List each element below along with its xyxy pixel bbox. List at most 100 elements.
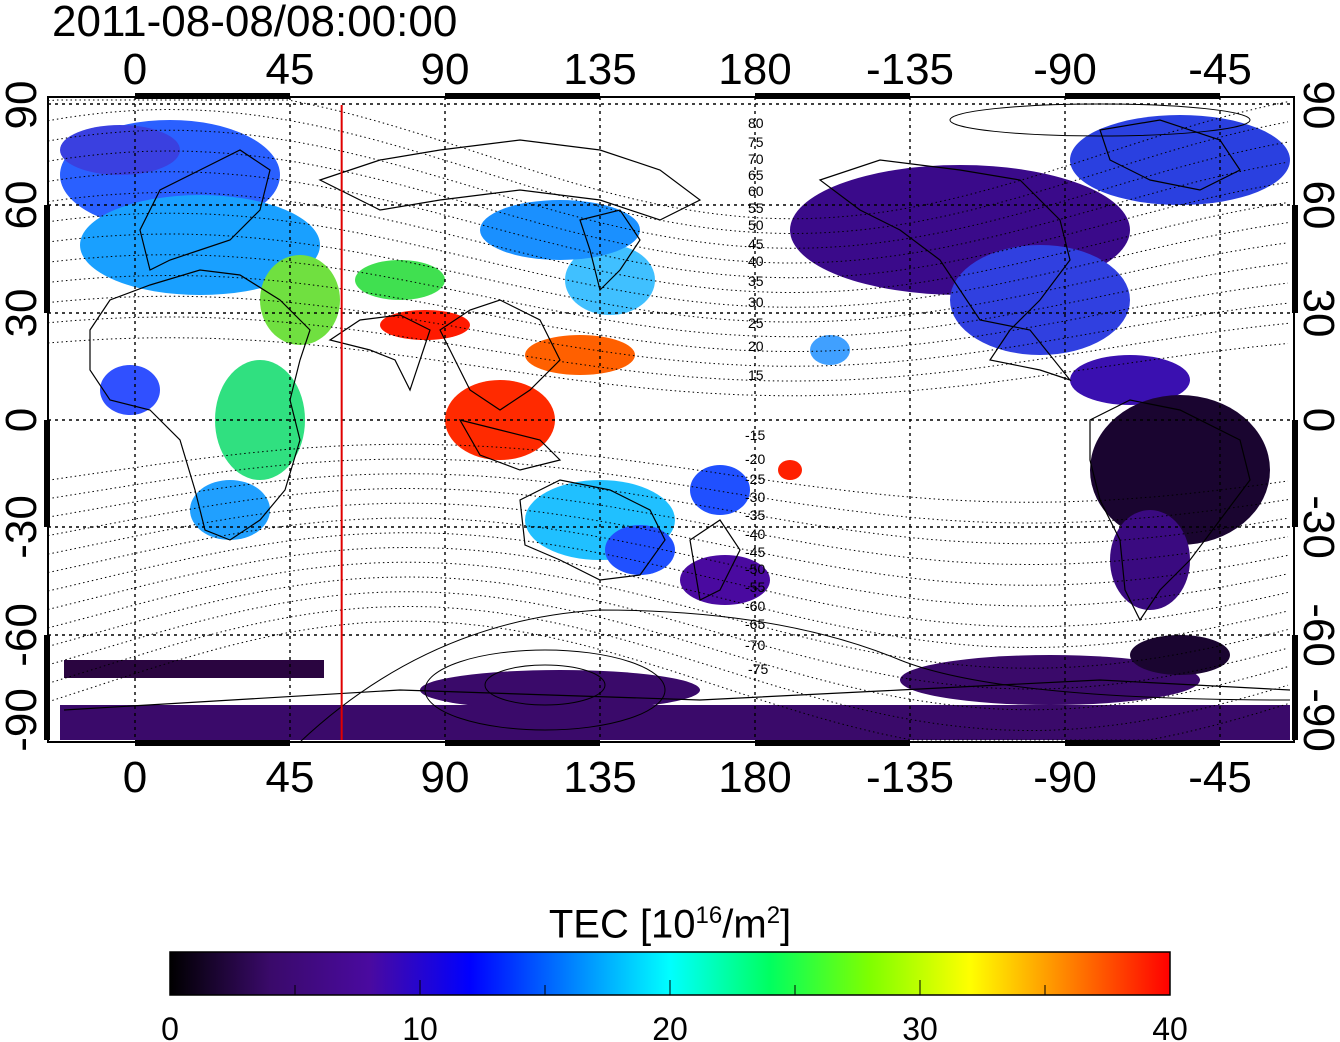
magnetic-contour-line [47, 576, 1289, 690]
contour-label: 65 [748, 167, 764, 183]
contour-label: -45 [745, 544, 765, 560]
contour-label: -25 [745, 471, 765, 487]
colorbar-title: TEC [1016/m2] [0, 894, 1340, 946]
bottom-lon-labels: 0 45 90 135 180 -135 -90 -45 [123, 753, 1252, 802]
colorbar-tick-label: 40 [1152, 1011, 1188, 1042]
contour-label: -40 [745, 526, 765, 542]
colorbar-tick-label: 0 [161, 1011, 179, 1042]
bottom-lon-label: -90 [1033, 753, 1097, 802]
contour-label: 40 [748, 253, 764, 269]
magnetic-contour-line [47, 129, 1289, 249]
bottom-lon-label: 135 [563, 753, 636, 802]
right-lat-labels: 90 60 30 0 -30 -60 -90 [1294, 81, 1340, 752]
magnetic-contour-line [47, 561, 1289, 669]
colorbar-title-unit-exponent: 2 [766, 902, 781, 929]
contour-label: 20 [748, 338, 764, 354]
contour-label: -70 [745, 637, 765, 653]
colorbar-title-prefix: TEC [10 [548, 902, 696, 947]
map-grid [48, 97, 1294, 742]
top-lon-label: 135 [563, 45, 636, 94]
right-lat-label: 30 [1294, 289, 1340, 338]
contour-label: -60 [745, 598, 765, 614]
right-lat-label: 0 [1294, 408, 1340, 432]
top-lon-label: -135 [866, 45, 954, 94]
left-lat-label: 0 [0, 408, 46, 432]
magnetic-contour-line [47, 488, 1289, 565]
magnetic-contour-line [47, 212, 1289, 308]
magnetic-contour-line [47, 108, 1289, 234]
tec-data-layer [60, 115, 1290, 740]
magnetic-contour-line [47, 150, 1289, 264]
bottom-lon-label: 0 [123, 753, 147, 802]
contour-label: 35 [748, 273, 764, 289]
contour-label: -35 [745, 507, 765, 523]
right-lat-label: 60 [1294, 181, 1340, 230]
colorbar-title-suffix: ] [780, 902, 792, 947]
contour-labels-south: -15 -20 -25 -30 -35 -40 -45 -50 -55 -60 … [745, 427, 768, 677]
magnetic-contour-line [47, 171, 1289, 279]
top-lon-label: -90 [1033, 45, 1097, 94]
magnetic-contour-line [47, 295, 1289, 367]
right-lat-label: -60 [1294, 603, 1340, 667]
top-lon-label: 45 [266, 45, 315, 94]
contour-label: 55 [748, 200, 764, 216]
border-ticks [44, 93, 1298, 746]
plot-frame [47, 96, 1295, 743]
right-lat-label: -90 [1294, 688, 1340, 752]
left-lat-labels: 90 60 30 0 -30 -60 -90 [0, 81, 46, 752]
contour-label: 70 [748, 151, 764, 167]
bottom-lon-label: -45 [1188, 753, 1252, 802]
left-lat-label: -60 [0, 603, 46, 667]
colorbar-tick-label: 10 [402, 1011, 438, 1042]
magnetic-contour-line [47, 502, 1289, 586]
contour-label: -55 [745, 579, 765, 595]
contour-label: -75 [748, 661, 768, 677]
contour-labels-north: 80 75 70 65 60 55 50 45 40 35 30 25 20 1… [748, 115, 764, 383]
magnetic-contour-line [47, 458, 1289, 524]
right-lat-label: 90 [1294, 81, 1340, 130]
contour-label: 75 [748, 134, 764, 150]
magnetic-contours [47, 99, 1289, 741]
bottom-lon-label: 180 [718, 753, 791, 802]
top-lon-label: 0 [123, 45, 147, 94]
left-lat-label: 90 [0, 81, 46, 130]
contour-label: 25 [748, 315, 764, 331]
magnetic-contour-line [47, 254, 1289, 338]
left-lat-label: -90 [0, 688, 46, 752]
contour-label: 60 [748, 183, 764, 199]
top-lon-label: 90 [421, 45, 470, 94]
colorbar-tick-label: 30 [902, 1011, 938, 1042]
contour-label: -30 [745, 489, 765, 505]
colorbar-title-exponent: 16 [695, 902, 723, 929]
contour-label: -20 [745, 451, 765, 467]
colorbar-minor-ticks [294, 980, 1046, 995]
coastlines [63, 119, 1291, 711]
top-lon-label: 180 [718, 45, 791, 94]
contour-label: 15 [748, 367, 764, 383]
contour-label: -65 [745, 616, 765, 632]
right-lat-label: -30 [1294, 495, 1340, 559]
bottom-lon-label: -135 [866, 753, 954, 802]
bottom-lon-label: 90 [421, 753, 470, 802]
magnetic-contour-line [47, 192, 1289, 293]
magnetic-contour-line [47, 99, 1289, 220]
colorbar-title-unit: /m [722, 902, 767, 947]
magnetic-contour-line [47, 233, 1289, 323]
south-pole-contours [299, 103, 1291, 743]
magnetic-contour-line [47, 532, 1289, 628]
contour-label: 80 [748, 115, 764, 131]
contour-label: -15 [745, 427, 765, 443]
colorbar-tick-label: 20 [652, 1011, 688, 1042]
bottom-lon-label: 45 [266, 753, 315, 802]
colorbar-tick-labels: 0 10 20 30 40 [161, 1011, 1188, 1042]
top-lon-labels: 0 45 90 135 180 -135 -90 -45 [123, 45, 1252, 94]
map-title: 2011-08-08/08:00:00 [52, 0, 458, 46]
contour-label: 50 [748, 217, 764, 233]
left-lat-label: -30 [0, 495, 46, 559]
contour-label: 45 [748, 236, 764, 252]
contour-label: 30 [748, 294, 764, 310]
magnetic-contour-line [47, 546, 1289, 648]
left-lat-label: 60 [0, 181, 46, 230]
magnetic-contour-line [47, 605, 1289, 731]
